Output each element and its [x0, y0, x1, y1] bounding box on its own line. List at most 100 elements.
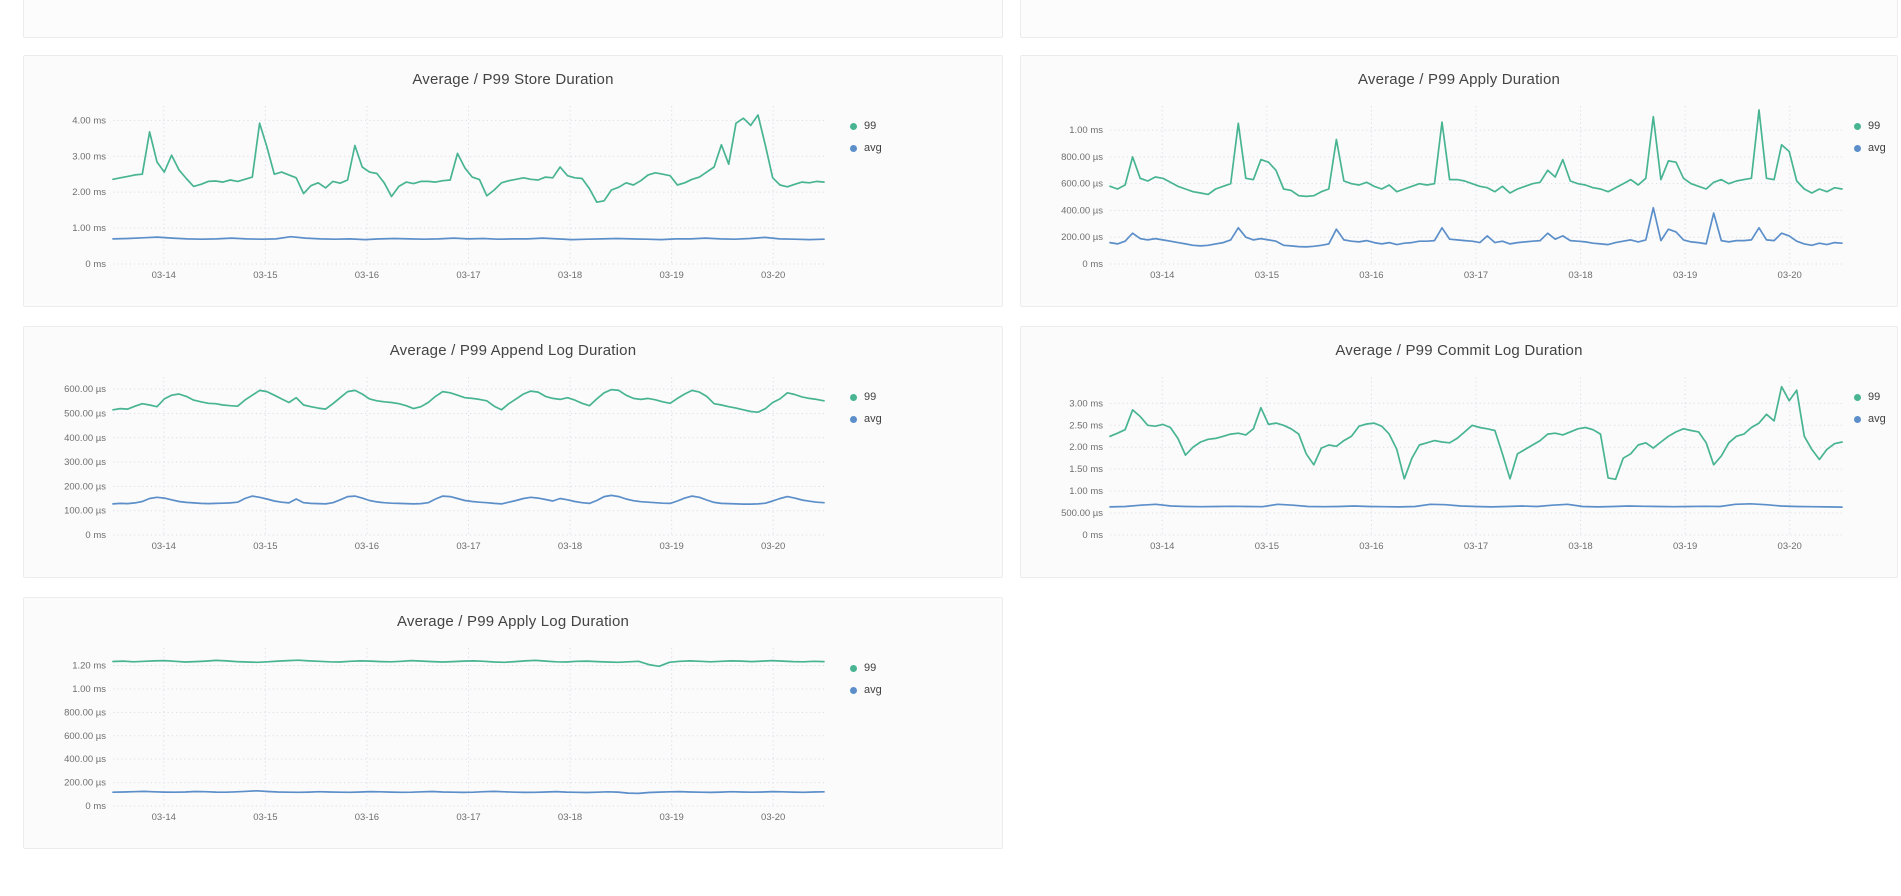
y-tick-label: 0 ms — [85, 530, 106, 541]
y-tick-label: 200.00 µs — [1061, 232, 1103, 243]
legend-label: 99 — [864, 662, 877, 674]
legend-dot-icon — [1854, 144, 1861, 152]
legend-dot-icon — [850, 122, 857, 130]
chart-plot-average-p99-store-duration[interactable]: 03-14 03-15 03-16 03-17 03-18 03-19 03-20 0 ms 1… — [24, 96, 830, 282]
x-tick-label: 03-17 — [456, 812, 480, 823]
y-tick-label: 0 ms — [1082, 530, 1103, 541]
y-tick-label: 1.00 ms — [1069, 486, 1103, 497]
y-tick-label: 500.00 µs — [64, 408, 106, 419]
dashboard-grid: Average / P99 Store Duration 03-14 03-15 03… — [23, 55, 1901, 849]
x-tick-label: 03-19 — [1673, 270, 1697, 281]
legend-label: avg — [864, 684, 882, 696]
legend-label: 99 — [1868, 391, 1881, 403]
x-tick-label: 03-14 — [152, 541, 176, 552]
legend-item-avg[interactable]: avg — [850, 140, 882, 156]
y-tick-label: 800.00 µs — [64, 707, 106, 718]
series-line-avg — [1109, 502, 1843, 508]
series-line-99 — [112, 388, 825, 414]
chart-body: 03-14 03-15 03-16 03-17 03-18 03-19 03-20 0 ms 1… — [24, 96, 1002, 282]
y-tick-label: 2.50 ms — [1069, 420, 1103, 431]
series-line-99 — [112, 659, 825, 668]
x-tick-label: 03-17 — [1464, 541, 1488, 552]
x-tick-label: 03-18 — [558, 812, 582, 823]
y-tick-label: 1.50 ms — [1069, 464, 1103, 475]
x-tick-label: 03-15 — [253, 812, 277, 823]
cutoff-panel-right — [1020, 0, 1898, 38]
x-tick-label: 03-19 — [659, 812, 683, 823]
legend-label: avg — [864, 142, 882, 154]
cutoff-row — [23, 0, 1901, 38]
chart-title: Average / P99 Append Log Duration — [389, 342, 637, 359]
chart-plot-average-p99-append-log-duration[interactable]: 03-14 03-15 03-16 03-17 03-18 03-19 03-20 0 ms 1… — [24, 367, 830, 553]
legend-item-avg[interactable]: avg — [1854, 140, 1886, 156]
x-tick-label: 03-14 — [1150, 270, 1174, 281]
y-tick-label: 2.00 ms — [1069, 442, 1103, 453]
chart-plot-average-p99-apply-log-duration[interactable]: 03-14 03-15 03-16 03-17 03-18 03-19 03-20 0 ms 2… — [24, 638, 830, 824]
x-tick-label: 03-20 — [761, 270, 785, 281]
legend-item-99[interactable]: 99 — [1854, 118, 1886, 134]
y-tick-label: 600.00 µs — [64, 384, 106, 395]
chart-body: 03-14 03-15 03-16 03-17 03-18 03-19 03-20 0 ms 2… — [24, 638, 1002, 824]
x-tick-label: 03-18 — [1568, 270, 1592, 281]
y-tick-label: 600.00 µs — [64, 731, 106, 742]
y-tick-label: 3.00 ms — [72, 151, 106, 162]
legend-dot-icon — [850, 664, 857, 672]
y-tick-label: 4.00 ms — [72, 115, 106, 126]
x-tick-label: 03-19 — [1673, 541, 1697, 552]
legend-item-avg[interactable]: avg — [850, 682, 882, 698]
y-tick-label: 1.00 ms — [1069, 125, 1103, 136]
chart-legend: 99 avg — [1854, 96, 1886, 282]
x-tick-label: 03-16 — [355, 812, 379, 823]
y-tick-label: 0 ms — [85, 259, 106, 270]
x-tick-label: 03-14 — [152, 270, 176, 281]
series-line-99 — [112, 114, 825, 204]
x-tick-label: 03-14 — [1150, 541, 1174, 552]
legend-dot-icon — [1854, 393, 1861, 401]
y-tick-label: 300.00 µs — [64, 457, 106, 468]
x-tick-label: 03-15 — [1255, 270, 1279, 281]
chart-title: Average / P99 Apply Duration — [1357, 71, 1561, 88]
x-tick-label: 03-20 — [1778, 270, 1802, 281]
chart-plot-average-p99-commit-log-duration[interactable]: 03-14 03-15 03-16 03-17 03-18 03-19 03-20 0 ms 5… — [1021, 367, 1848, 553]
x-tick-label: 03-16 — [355, 270, 379, 281]
y-tick-label: 2.00 ms — [72, 187, 106, 198]
legend-item-99[interactable]: 99 — [850, 118, 882, 134]
y-tick-label: 1.00 ms — [72, 223, 106, 234]
series-line-avg — [112, 235, 825, 241]
legend-dot-icon — [850, 686, 857, 694]
legend-label: avg — [1868, 142, 1886, 154]
x-tick-label: 03-17 — [456, 270, 480, 281]
legend-item-99[interactable]: 99 — [1854, 389, 1886, 405]
legend-label: avg — [1868, 413, 1886, 425]
y-tick-label: 500.00 µs — [1061, 508, 1103, 519]
legend-dot-icon — [850, 393, 857, 401]
legend-item-99[interactable]: 99 — [850, 660, 882, 676]
legend-item-avg[interactable]: avg — [850, 411, 882, 427]
x-tick-label: 03-14 — [152, 812, 176, 823]
series-line-99 — [1109, 109, 1843, 198]
x-tick-label: 03-15 — [253, 541, 277, 552]
chart-legend: 99 avg — [850, 96, 882, 282]
x-tick-label: 03-15 — [1255, 541, 1279, 552]
chart-title: Average / P99 Commit Log Duration — [1335, 342, 1583, 359]
chart-body: 03-14 03-15 03-16 03-17 03-18 03-19 03-20 0 ms 5… — [1021, 367, 1897, 553]
legend-dot-icon — [1854, 122, 1861, 130]
legend-label: 99 — [1868, 120, 1881, 132]
chart-panel-average-p99-apply-duration: Average / P99 Apply Duration 03-14 03-15 03… — [1020, 55, 1898, 307]
x-tick-label: 03-18 — [558, 270, 582, 281]
series-line-99 — [1109, 385, 1843, 481]
legend-dot-icon — [850, 144, 857, 152]
legend-item-avg[interactable]: avg — [1854, 411, 1886, 427]
legend-item-99[interactable]: 99 — [850, 389, 882, 405]
legend-label: avg — [864, 413, 882, 425]
chart-legend: 99 avg — [850, 638, 882, 824]
x-tick-label: 03-20 — [1778, 541, 1802, 552]
chart-title: Average / P99 Apply Log Duration — [396, 613, 630, 630]
y-tick-label: 1.00 ms — [72, 684, 106, 695]
chart-plot-average-p99-apply-duration[interactable]: 03-14 03-15 03-16 03-17 03-18 03-19 03-20 0 ms 2… — [1021, 96, 1848, 282]
y-tick-label: 400.00 µs — [64, 754, 106, 765]
y-tick-label: 100.00 µs — [64, 506, 106, 517]
x-tick-label: 03-20 — [761, 541, 785, 552]
y-tick-label: 3.00 ms — [1069, 398, 1103, 409]
